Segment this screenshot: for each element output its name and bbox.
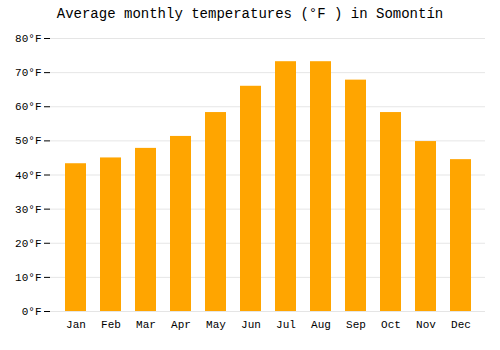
svg-text:Oct: Oct (381, 319, 401, 331)
svg-text:Jul: Jul (276, 319, 296, 331)
svg-text:30°F: 30°F (15, 204, 41, 216)
svg-text:May: May (206, 319, 226, 331)
svg-text:Dec: Dec (451, 319, 471, 331)
svg-text:Jun: Jun (241, 319, 261, 331)
svg-text:Nov: Nov (416, 319, 436, 331)
svg-text:80°F: 80°F (15, 33, 41, 45)
svg-text:Apr: Apr (171, 319, 191, 331)
svg-text:50°F: 50°F (15, 135, 41, 147)
svg-text:Feb: Feb (101, 319, 121, 331)
html-text:Average monthly temperatures (: Average monthly temperatures (°F ) in So… (56, 6, 444, 22)
svg-text:0°F: 0°F (22, 306, 42, 318)
svg-text:70°F: 70°F (15, 67, 41, 79)
svg-text:Jan: Jan (66, 319, 86, 331)
svg-text:Mar: Mar (136, 319, 156, 331)
svg-text:10°F: 10°F (15, 272, 41, 284)
svg-text:40°F: 40°F (15, 170, 41, 182)
svg-text:20°F: 20°F (15, 238, 41, 250)
svg-text:Aug: Aug (311, 319, 331, 331)
svg-text:Sep: Sep (346, 319, 366, 331)
svg-text:60°F: 60°F (15, 101, 41, 113)
